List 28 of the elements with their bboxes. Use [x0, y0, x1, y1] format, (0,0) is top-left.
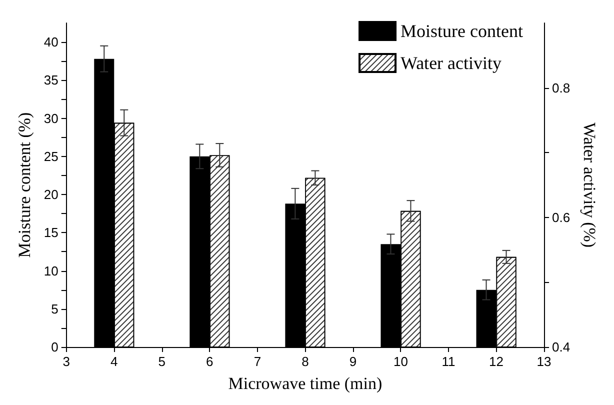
- y2-axis-title: Water activity (%): [580, 122, 599, 248]
- x-tick-label: 12: [489, 354, 504, 369]
- legend-label: Moisture content: [400, 21, 524, 41]
- y2-tick-label: 0.4: [552, 340, 570, 354]
- x-tick-label: 5: [158, 354, 166, 369]
- x-tick-label: 13: [536, 354, 552, 369]
- x-tick-label: 4: [110, 354, 118, 369]
- legend-label: Water activity: [400, 53, 502, 73]
- y-tick-label: 30: [44, 110, 58, 126]
- x-tick-label: 9: [349, 354, 357, 369]
- y2-tick-label: 0.8: [552, 80, 570, 96]
- y-tick-label: 0: [51, 340, 58, 354]
- x-tick-label: 10: [393, 354, 408, 369]
- y-tick-label: 35: [44, 72, 58, 88]
- y-tick-label: 10: [44, 263, 58, 278]
- y2-tick-label: 0.6: [552, 210, 570, 225]
- x-axis-title: Microwave time (min): [228, 374, 382, 393]
- y-tick-label: 5: [51, 301, 58, 316]
- y-tick-label: 20: [44, 187, 58, 202]
- x-tick-label: 8: [302, 354, 309, 369]
- y-axis-title: Moisture content (%): [15, 112, 34, 258]
- y-tick-label: 40: [44, 34, 58, 50]
- x-tick-label: 6: [206, 354, 214, 369]
- y-tick-label: 25: [44, 148, 58, 164]
- y-tick-label: 15: [44, 225, 58, 240]
- x-tick-label: 7: [254, 354, 262, 369]
- x-tick-label: 3: [62, 354, 70, 369]
- x-tick-label: 11: [442, 354, 456, 369]
